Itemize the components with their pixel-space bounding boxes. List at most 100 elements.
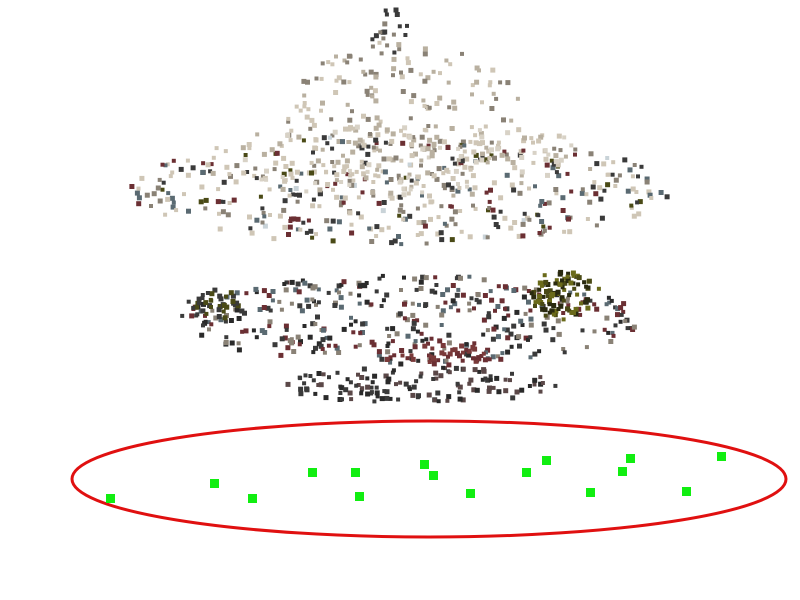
cloud-point [249,230,255,236]
cloud-point [392,50,397,55]
cloud-point [283,323,289,329]
cloud-point [634,190,639,194]
cloud-point [388,396,393,401]
cloud-point [163,163,168,168]
cloud-point [349,222,354,227]
cloud-point [376,174,381,179]
cloud-point [435,304,440,309]
cloud-point [460,51,464,56]
cloud-point [365,391,371,397]
cloud-point [182,192,186,197]
cloud-point [419,371,424,376]
cloud-point [605,182,611,188]
cloud-point [296,289,302,295]
cloud-point [584,345,589,350]
cloud-point [437,95,443,101]
cloud-point [496,334,501,340]
cloud-point [277,141,283,147]
cloud-point [390,157,396,163]
cloud-point [644,176,650,182]
cloud-point [460,358,465,363]
cloud-point [489,153,494,158]
cloud-point [464,179,469,184]
cloud-point [384,292,390,298]
cloud-point [594,223,599,228]
cloud-point [373,33,379,39]
cloud-point [278,352,284,358]
cloud-point [393,7,399,13]
cloud-point [483,376,488,381]
cloud-point [567,308,572,313]
cloud-point [178,166,184,172]
cloud-point [297,342,302,347]
cloud-point [562,229,567,234]
cloud-point [510,371,514,376]
cloud-point [457,390,462,395]
cloud-point [288,171,294,177]
cloud-point [361,113,366,119]
cloud-point [287,224,293,230]
cloud-point [310,235,315,240]
cloud-point [493,308,497,313]
cloud-point [359,375,365,380]
cloud-point [365,92,370,97]
cloud-point [422,51,428,57]
cloud-point [267,187,272,192]
cloud-point [496,225,501,230]
cloud-point [516,127,522,133]
cloud-point [363,175,369,181]
cloud-point [155,185,161,191]
cloud-point [418,286,424,291]
marker-point [420,460,429,469]
cloud-point [399,158,404,163]
cloud-point [514,309,520,315]
cloud-point [359,145,365,151]
cloud-point [464,347,469,352]
cloud-point [473,140,479,146]
cloud-point [338,304,344,310]
cloud-point [485,347,491,353]
cloud-point [272,342,278,348]
cloud-point [209,291,215,297]
cloud-point [415,206,420,211]
cloud-point [434,283,439,287]
cloud-point [341,279,347,285]
cloud-point [373,137,379,143]
cloud-point [498,209,503,214]
cloud-point [273,160,279,166]
cloud-point [287,193,292,198]
cloud-point [439,312,445,318]
cloud-point [414,379,419,384]
cloud-point [408,187,413,192]
cloud-point [537,287,542,292]
cloud-point [343,387,349,393]
cloud-point [372,88,378,94]
cloud-point [556,331,562,337]
cloud-point [356,211,361,216]
cloud-point [586,285,591,290]
cloud-point [349,182,355,188]
cloud-point [399,74,405,80]
cloud-point [405,56,410,61]
cloud-point [254,335,259,340]
cloud-point [286,119,291,124]
cloud-point [407,134,413,140]
cloud-point [486,148,492,154]
cloud-point [438,230,444,236]
cloud-point [312,145,318,151]
cloud-point [420,190,425,195]
cloud-point [502,327,507,332]
cloud-point [228,318,234,323]
cloud-point [257,307,263,312]
cloud-point [252,173,257,178]
cloud-point [382,169,388,175]
cloud-point [327,335,333,341]
cloud-point [551,303,557,308]
cloud-point [409,184,414,189]
cloud-point [556,307,561,311]
cloud-point [442,346,447,351]
cloud-point [646,189,652,195]
cloud-point [378,30,383,35]
cloud-point [608,339,614,344]
cloud-point [345,60,350,65]
